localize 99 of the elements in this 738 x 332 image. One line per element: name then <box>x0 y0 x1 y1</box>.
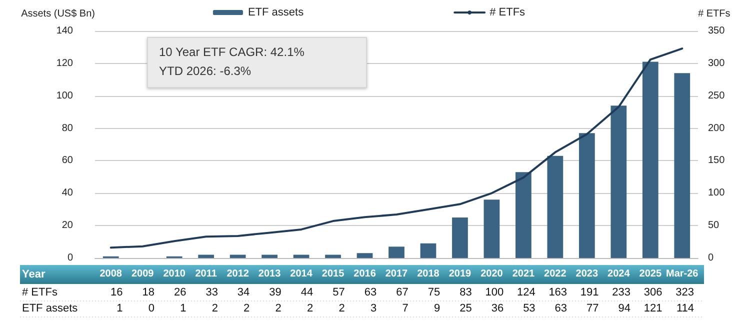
data-label: 18 <box>142 286 154 298</box>
x-axis-title: Year <box>22 268 46 280</box>
data-label: 94 <box>618 302 631 314</box>
data-label: 33 <box>206 286 218 298</box>
data-label: 25 <box>460 302 472 314</box>
legend-label: ETF assets <box>248 6 304 18</box>
text: # ETFs <box>22 286 58 298</box>
x-tick-label: 2016 <box>354 268 376 280</box>
y-tick-label: 60 <box>62 155 74 166</box>
data-label: 1 <box>180 302 186 314</box>
x-tick-label: 2011 <box>195 268 218 280</box>
data-label: 2 <box>244 302 250 314</box>
data-label: 306 <box>644 286 662 298</box>
data-label: 53 <box>523 302 536 314</box>
data-label: 3 <box>370 302 377 314</box>
x-tick-label: 2025 <box>639 268 662 280</box>
y2-tick-label: 50 <box>708 220 720 232</box>
data-label: 83 <box>460 286 472 298</box>
bar <box>516 172 532 258</box>
bar <box>547 156 564 258</box>
data-label: 75 <box>428 286 440 298</box>
line-series <box>110 48 684 249</box>
y2-tick-label: 250 <box>708 90 726 102</box>
y2-tick-label: 100 <box>708 188 726 199</box>
data-label: 2 <box>275 302 282 314</box>
bar <box>325 254 341 258</box>
data-label: 9 <box>434 302 440 314</box>
x-tick-label: 2012 <box>226 268 250 280</box>
data-label: 7 <box>402 302 408 314</box>
bar <box>198 254 214 258</box>
data-label: 16 <box>110 286 123 298</box>
x-tick-label: 2024 <box>608 268 630 280</box>
x-tick-label: 2018 <box>417 268 440 280</box>
data-label: 124 <box>516 286 536 298</box>
bar <box>356 253 373 258</box>
y-tick-label: 40 <box>62 188 74 199</box>
x-tick-label: 2022 <box>544 268 567 280</box>
bar <box>610 106 627 258</box>
data-label: 163 <box>548 286 568 298</box>
x-tick-label: 2013 <box>258 268 282 280</box>
bar <box>484 200 500 258</box>
data-label: 2 <box>338 302 345 314</box>
y2-tick-label: 200 <box>708 122 726 134</box>
data-label: 77 <box>586 302 599 314</box>
y2-axis-title: # ETFs <box>698 8 730 20</box>
y-tick-label: 120 <box>56 58 74 69</box>
y-tick-label: 140 <box>56 26 74 36</box>
data-label: 0 <box>148 302 154 314</box>
text: ETF assets <box>22 302 78 314</box>
y2-tick-label: 300 <box>708 58 726 69</box>
data-label: 34 <box>237 286 250 298</box>
x-tick-label: 2008 <box>100 268 122 280</box>
y-tick-label: 100 <box>56 90 74 102</box>
x-tick-label: 2021 <box>512 268 536 280</box>
data-label: 39 <box>269 286 282 298</box>
bar <box>642 62 658 258</box>
bar <box>452 217 468 258</box>
y-tick-label: 80 <box>62 122 74 134</box>
annotation: YTD 2026: -6.3% <box>159 64 252 78</box>
data-label: 2 <box>212 302 218 314</box>
x-tick-label: 2020 <box>480 268 504 280</box>
data-label: 191 <box>580 286 599 298</box>
x-tick-label: 2009 <box>131 268 154 280</box>
y-tick-label: 0 <box>67 252 74 264</box>
data-label: 63 <box>554 302 568 314</box>
data-label: 114 <box>676 302 694 314</box>
data-label: 323 <box>676 286 694 298</box>
bar <box>578 133 595 258</box>
bar <box>230 254 246 258</box>
y2-tick-label: 350 <box>708 26 726 36</box>
data-label: 44 <box>300 286 314 298</box>
bar <box>293 254 310 258</box>
data-label: 1 <box>116 302 123 314</box>
x-tick-label: 2015 <box>322 268 345 280</box>
x-tick-label: 2010 <box>163 268 186 280</box>
data-label: 26 <box>174 286 186 298</box>
x-tick-label: 2017 <box>385 268 408 280</box>
data-label: 100 <box>485 286 504 298</box>
annotation: 10 Year ETF CAGR: 42.1% <box>159 45 304 59</box>
bar <box>262 254 278 258</box>
y-axis-title: Assets (US$ Bn) <box>21 8 95 20</box>
data-label: 36 <box>491 302 504 314</box>
legend-label: # ETFs <box>490 6 526 18</box>
data-label: 2 <box>307 302 314 314</box>
data-label: 233 <box>612 286 631 298</box>
x-tick-label: 2014 <box>290 268 313 280</box>
y-tick-label: 20 <box>62 220 74 232</box>
x-tick-label: 2023 <box>576 268 598 280</box>
x-tick-label: 2019 <box>448 268 472 280</box>
data-label: 121 <box>644 302 662 314</box>
data-label: 57 <box>332 286 345 298</box>
data-label: 63 <box>364 286 377 298</box>
y2-tick-label: 0 <box>708 252 714 264</box>
y2-tick-label: 150 <box>708 155 726 166</box>
x-tick-label: Mar-26 <box>666 268 699 280</box>
data-label: 67 <box>396 286 408 298</box>
bar <box>420 243 436 258</box>
bar <box>674 73 690 258</box>
bar <box>388 246 404 258</box>
